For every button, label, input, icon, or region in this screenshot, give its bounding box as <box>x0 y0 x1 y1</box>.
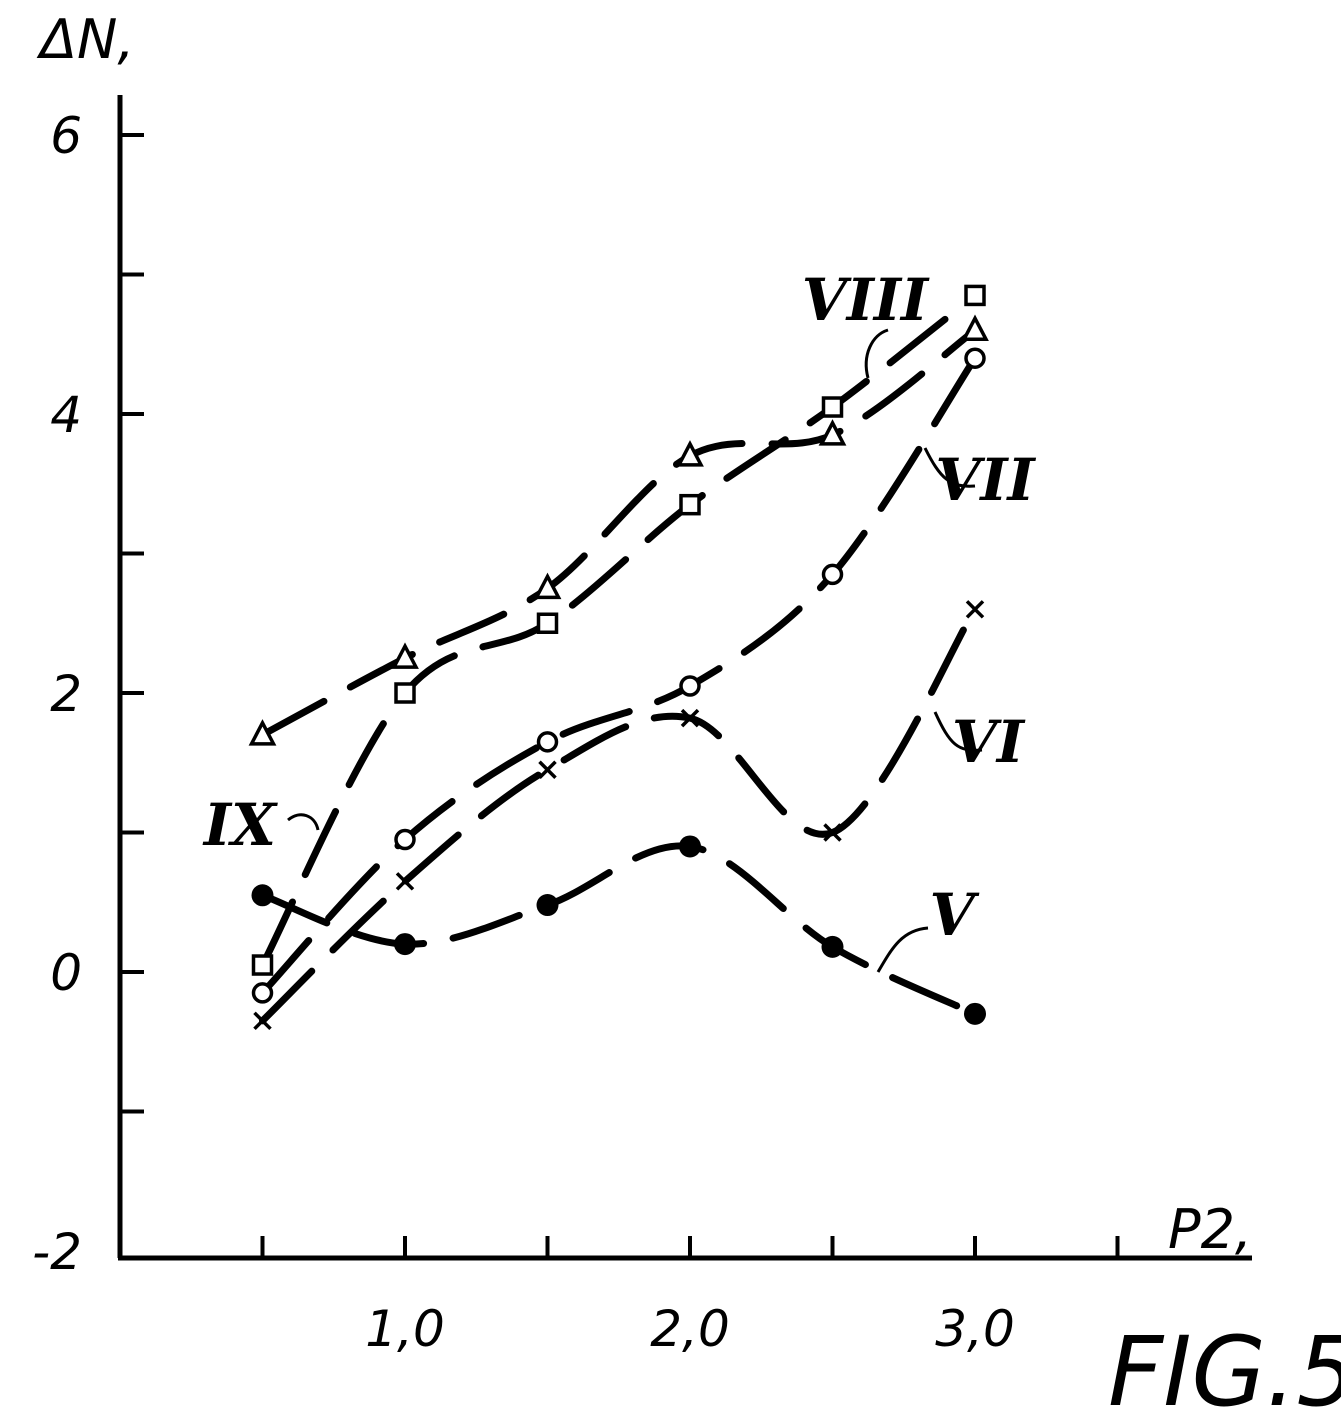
series-v-point <box>394 933 416 956</box>
series-viii-point <box>391 642 419 669</box>
series-viii-line <box>259 326 979 739</box>
series-viii <box>248 314 989 746</box>
labels-layer: ΔN, P2, FIG.5 V VI VII VIII IX <box>36 8 1341 1413</box>
series-vii-point <box>536 731 559 753</box>
series-vi <box>253 600 985 1031</box>
series-v-point <box>251 884 274 907</box>
x-tick-label: 1,0 <box>365 1300 445 1358</box>
series-v-point <box>964 1002 986 1025</box>
series-ix-point <box>536 612 559 634</box>
series-vi-leader <box>933 711 983 752</box>
series-ix-point <box>679 493 701 516</box>
series-ix <box>251 284 986 976</box>
series-vii-leader <box>923 447 976 488</box>
axes: 6 4 2 0 -2 1,0 2,0 3,0 <box>32 95 1252 1358</box>
series-v-point <box>821 935 844 958</box>
series-vii-point <box>964 347 986 369</box>
series-vii-point <box>251 982 274 1004</box>
series-ix-leader <box>287 813 320 831</box>
series-vii-label: VII <box>935 446 1036 514</box>
series-ix-point <box>251 954 274 976</box>
series-ix-point <box>394 682 416 704</box>
series-vi-point <box>253 1011 272 1031</box>
series-layer <box>248 284 989 1031</box>
series-ix-label: IX <box>202 791 278 859</box>
x-axis-title: P2, <box>1168 1198 1252 1261</box>
series-vi-point <box>538 760 557 779</box>
y-tick-label: 6 <box>50 107 82 165</box>
y-tick-label: 4 <box>50 386 82 444</box>
series-viii-point <box>818 419 847 446</box>
series-viii-leader <box>864 328 889 379</box>
series-vii-point <box>679 675 701 697</box>
series-viii-label: VIII <box>802 266 930 334</box>
x-tick-label: 2,0 <box>650 1300 730 1358</box>
y-tick-label: 2 <box>50 665 82 723</box>
series-v-point <box>536 894 559 917</box>
series-ix-point <box>821 396 844 418</box>
y-tick-label: 0 <box>50 944 82 1002</box>
y-tick-label: -2 <box>32 1223 82 1281</box>
series-ix-point <box>964 284 986 307</box>
series-vi-point <box>965 600 985 619</box>
series-vi-point <box>680 708 700 728</box>
x-tick-label: 3,0 <box>935 1300 1015 1358</box>
series-v-line <box>259 842 979 1018</box>
series-vi-label: VI <box>952 708 1026 776</box>
series-v <box>251 835 986 1025</box>
series-vi-line <box>259 605 979 1025</box>
series-viii-point <box>676 440 704 467</box>
y-axis-title: ΔN, <box>36 8 135 71</box>
series-viii-point <box>961 314 989 342</box>
series-vi-point <box>823 823 842 842</box>
figure-label: FIG.5 <box>1108 1316 1341 1413</box>
series-vii-line <box>259 354 979 997</box>
series-vii-point <box>821 563 844 586</box>
series-ix-line <box>259 291 979 969</box>
series-viii-point <box>533 572 562 600</box>
series-vii <box>251 347 986 1004</box>
series-v-label: V <box>929 881 979 949</box>
series-v-point <box>679 835 701 858</box>
series-vi-point <box>395 872 415 891</box>
series-viii-point <box>248 719 277 746</box>
series-v-leader <box>876 926 929 973</box>
series-vii-point <box>394 828 416 851</box>
